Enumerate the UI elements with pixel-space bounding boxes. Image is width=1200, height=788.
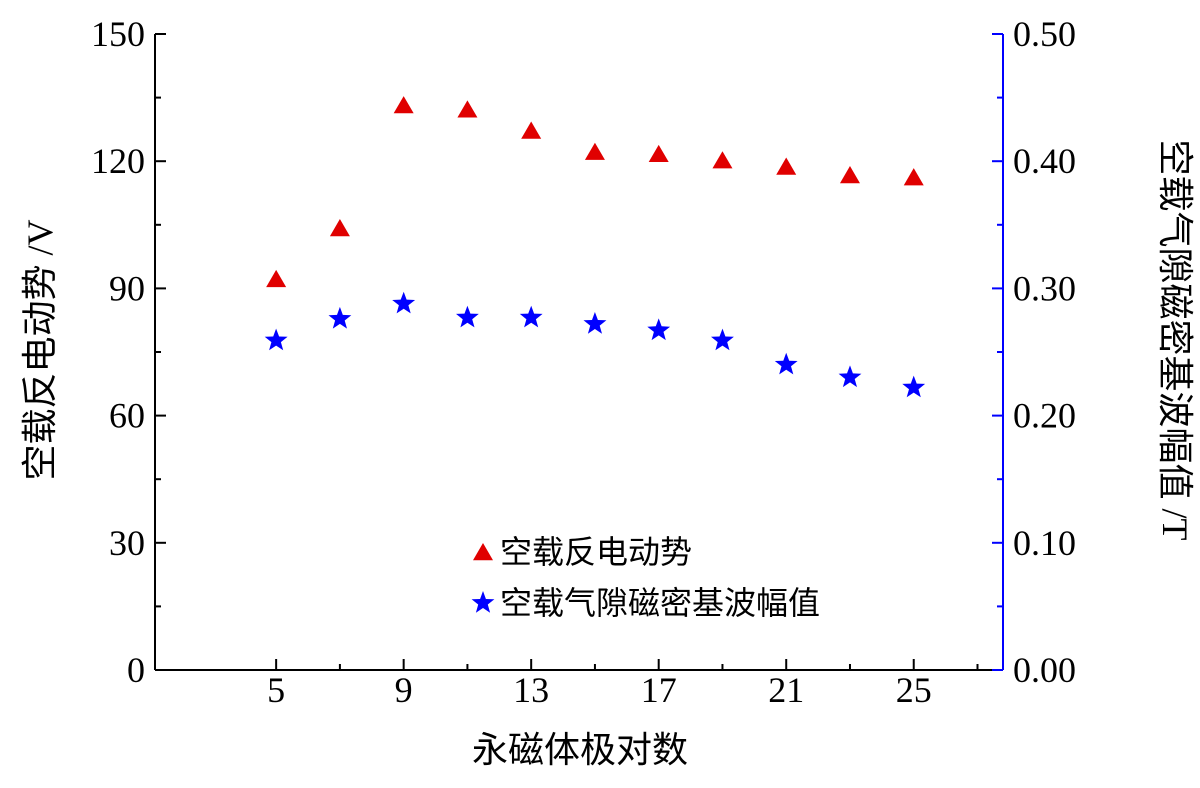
right-y-tick-label: 0.10	[1013, 523, 1076, 563]
emf-triangle-point	[648, 144, 669, 163]
flux-star-point	[264, 328, 288, 351]
x-tick-label: 5	[267, 670, 285, 710]
emf-triangle-point	[584, 142, 605, 160]
right-y-tick-label: 0.30	[1013, 268, 1076, 308]
axes-group	[154, 34, 1004, 671]
legend-label-flux-density: 空载气隙磁密基波幅值	[500, 585, 820, 621]
right-y-axis-label: 空载气隙磁密基波幅值 /T	[1155, 140, 1195, 541]
right-y-tick-label: 0.00	[1013, 650, 1076, 690]
flux-star-point	[902, 375, 926, 398]
flux-star-point	[711, 328, 734, 351]
x-tick-label: 17	[641, 670, 677, 710]
emf-triangle-point	[521, 121, 542, 139]
right-y-tick-label: 0.20	[1013, 396, 1076, 436]
emf-triangle-point	[266, 269, 287, 288]
flux-star-point	[838, 365, 862, 388]
right-y-tick-label: 0.50	[1013, 14, 1076, 54]
legend-label-emf: 空载反电动势	[500, 534, 692, 570]
emf-triangle-point	[903, 168, 924, 186]
x-axis-label: 永磁体极对数	[472, 730, 688, 770]
legend-triangle-marker	[473, 543, 493, 561]
emf-triangle-point	[839, 166, 860, 184]
flux-star-point	[774, 352, 798, 375]
x-tick-label: 21	[768, 670, 804, 710]
left-y-tick-label: 150	[91, 14, 145, 54]
flux-star-point	[328, 306, 352, 329]
left-y-tick-label: 0	[127, 650, 145, 690]
marks-group	[264, 96, 926, 398]
left-y-tick-label: 120	[91, 141, 145, 181]
ticks-group: 0 30 60 90 120 150 0.00 0.10 0.20 0.30 0.40 0.50 5 9 1…	[91, 14, 1076, 710]
flux-star-point	[392, 291, 416, 314]
x-tick-label: 9	[395, 670, 413, 710]
left-y-tick-label: 30	[109, 523, 145, 563]
left-y-tick-label: 90	[109, 268, 145, 308]
flux-star-point	[519, 305, 543, 328]
emf-triangle-point	[329, 219, 350, 237]
x-tick-label: 25	[896, 670, 932, 710]
left-y-tick-label: 60	[109, 396, 145, 436]
emf-triangle-point	[457, 100, 478, 118]
right-y-tick-label: 0.40	[1013, 141, 1076, 181]
flux-star-point	[456, 305, 479, 328]
emf-triangle-point	[712, 151, 733, 169]
left-y-axis-label: 空载反电动势 /V	[20, 219, 60, 480]
x-tick-label: 13	[513, 670, 549, 710]
flux-star-point	[647, 318, 671, 341]
emf-triangle-point	[776, 157, 797, 175]
legend-star-marker	[471, 591, 495, 613]
flux-star-point	[583, 312, 607, 334]
emf-triangle-point	[393, 96, 414, 114]
legend: 空载反电动势 空载气隙磁密基波幅值	[471, 534, 820, 621]
